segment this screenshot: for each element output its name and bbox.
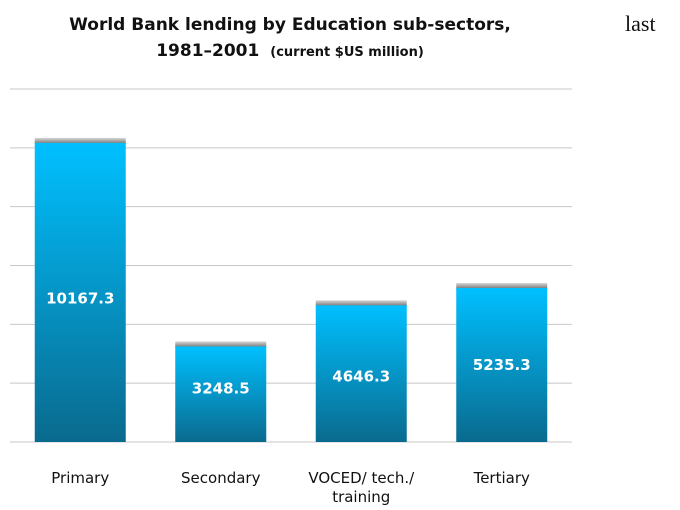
bar <box>34 142 126 442</box>
value-labels: 10167.3 3248.5 4646.3 5235.3 <box>46 289 531 397</box>
bar <box>456 287 548 442</box>
chart-title-line2: 1981–2001 (current $US million) <box>156 41 424 61</box>
chart-title-line1: World Bank lending by Education sub-sect… <box>69 15 511 35</box>
category-label: Tertiary <box>473 469 530 487</box>
bars <box>34 137 548 442</box>
chart-title-years: 1981–2001 <box>156 41 259 61</box>
chart-title-unit: (current $US million) <box>270 45 424 60</box>
bar <box>315 305 407 442</box>
bar-value-label: 10167.3 <box>46 289 114 307</box>
bar-value-label: 4646.3 <box>332 367 390 385</box>
bar <box>175 346 267 442</box>
bar-value-label: 3248.5 <box>192 379 250 397</box>
bar-value-label: 5235.3 <box>473 356 531 374</box>
category-label: VOCED/ tech./training <box>308 469 415 506</box>
category-labels: Primary Secondary VOCED/ tech./training Ter… <box>51 469 530 506</box>
bar-top-edge <box>315 300 407 307</box>
category-label: Secondary <box>181 469 261 487</box>
bar-top-edge <box>34 137 126 144</box>
category-label: Primary <box>51 469 109 487</box>
bar-top-edge <box>175 341 267 348</box>
bar-top-edge <box>456 282 548 289</box>
side-note: last <box>625 11 656 36</box>
